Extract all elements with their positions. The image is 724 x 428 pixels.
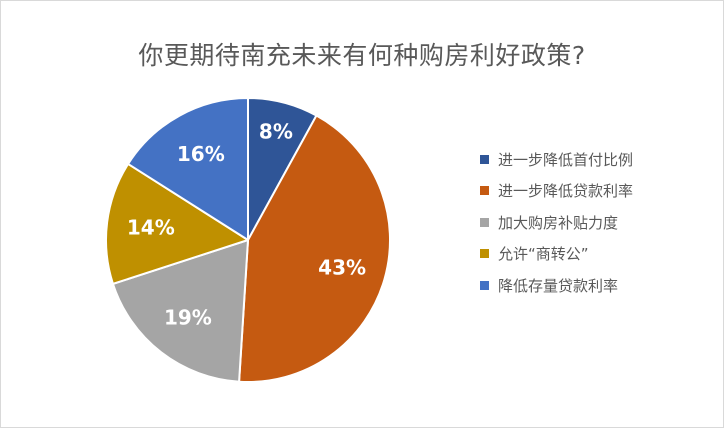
legend-swatch-5: [480, 280, 489, 290]
legend-item-2: 进一步降低贷款利率: [480, 182, 633, 200]
chart-title: 你更期待南充未来有何种购房利好政策?: [138, 41, 586, 70]
legend-label-1: 进一步降低首付比例: [498, 150, 634, 169]
legend-item-5: 降低存量贷款利率: [480, 276, 633, 295]
pie-slice-2: [238, 114, 391, 383]
pie-slice-3: [111, 239, 249, 383]
slice-value-label-3: 19%: [164, 305, 212, 329]
legend-swatch-3: [480, 217, 489, 227]
legend-swatch-4: [480, 249, 489, 258]
legend-label-5: 降低存量贷款利率: [498, 276, 619, 295]
slice-value-label-2: 43%: [318, 255, 366, 279]
legend-label-4: 允许“商转公”: [498, 245, 589, 263]
legend-item-3: 加大购房补贴力度: [480, 213, 633, 232]
legend: 进一步降低首付比例 进一步降低贷款利率 加大购房补贴力度 允许“商转公” 降低存量贷款利…: [480, 150, 633, 308]
legend-item-4: 允许“商转公”: [480, 245, 633, 263]
slice-value-label-5: 16%: [177, 142, 225, 166]
pie-slice-4: [105, 162, 249, 285]
legend-label-3: 加大购房补贴力度: [498, 213, 619, 232]
slice-value-label-4: 14%: [127, 216, 175, 240]
legend-swatch-1: [480, 154, 489, 164]
legend-label-2: 进一步降低贷款利率: [498, 182, 634, 200]
legend-swatch-2: [480, 186, 489, 195]
legend-item-1: 进一步降低首付比例: [480, 150, 634, 169]
pie-slice-5: [127, 97, 249, 241]
slice-value-label-1: 8%: [259, 120, 293, 144]
